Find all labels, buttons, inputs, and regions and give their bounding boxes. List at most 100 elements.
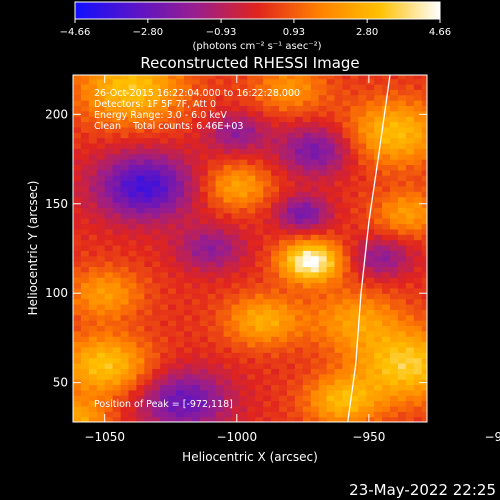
heatmap-cell — [382, 132, 391, 139]
heatmap-cell — [120, 191, 130, 198]
heatmap-cell — [88, 320, 98, 327]
heatmap-cell — [104, 148, 114, 155]
heatmap-cell — [350, 175, 359, 182]
heatmap-cell — [294, 266, 304, 273]
heatmap-cell — [183, 228, 193, 235]
heatmap-cell — [326, 180, 336, 187]
heatmap-cell — [342, 78, 351, 85]
heatmap-cell — [247, 357, 256, 364]
heatmap-cell — [390, 239, 399, 246]
heatmap-cell — [421, 271, 427, 278]
heatmap-cell — [279, 153, 288, 160]
heatmap-cell — [326, 250, 336, 257]
heatmap-cell — [73, 100, 82, 107]
heatmap-cell — [239, 239, 248, 246]
heatmap-cell — [302, 201, 312, 208]
heatmap-cell — [207, 416, 217, 422]
heatmap-cell — [421, 336, 427, 343]
heatmap-cell — [334, 330, 344, 337]
heatmap-cell — [136, 346, 145, 353]
heatmap-cell — [152, 207, 161, 214]
heatmap-cell — [279, 293, 288, 300]
heatmap-cell — [326, 330, 336, 337]
heatmap-cell — [215, 185, 225, 192]
heatmap-cell — [80, 255, 90, 262]
heatmap-cell — [191, 83, 201, 90]
heatmap-cell — [263, 320, 272, 327]
heatmap-cell — [405, 266, 415, 273]
heatmap-cell — [294, 83, 304, 90]
heatmap-cell — [191, 411, 201, 418]
heatmap-cell — [160, 142, 169, 149]
heatmap-cell — [302, 389, 312, 396]
heatmap-cell — [390, 191, 399, 198]
heatmap-cell — [96, 132, 106, 139]
heatmap-cell — [302, 346, 312, 353]
heatmap-cell — [413, 320, 423, 327]
heatmap-cell — [136, 416, 145, 422]
heatmap-cell — [73, 261, 82, 267]
heatmap-cell — [390, 405, 399, 412]
heatmap-cell — [199, 180, 209, 187]
heatmap-cell — [207, 169, 217, 176]
heatmap-cell — [207, 126, 217, 133]
heatmap-cell — [279, 277, 288, 284]
heatmap-cell — [152, 330, 161, 337]
heatmap-cell — [191, 105, 201, 112]
heatmap-cell — [271, 384, 280, 391]
heatmap-cell — [358, 330, 367, 337]
heatmap-cell — [405, 303, 415, 310]
heatmap-cell — [286, 282, 296, 289]
heatmap-cell — [183, 100, 193, 107]
heatmap-cell — [271, 116, 280, 123]
heatmap-cell — [112, 153, 122, 160]
heatmap-cell — [144, 384, 153, 391]
heatmap-cell — [88, 137, 98, 144]
heatmap-cell — [112, 250, 122, 257]
heatmap-cell — [73, 121, 82, 128]
heatmap-cell — [310, 148, 320, 155]
heatmap-cell — [382, 384, 391, 391]
heatmap-cell — [326, 83, 336, 90]
heatmap-cell — [255, 148, 264, 155]
heatmap-cell — [366, 298, 375, 305]
heatmap-cell — [88, 266, 98, 273]
heatmap-cell — [302, 212, 312, 219]
heatmap-cell — [191, 405, 201, 412]
heatmap-cell — [397, 148, 407, 155]
heatmap-cell — [136, 228, 145, 235]
heatmap-cell — [168, 164, 177, 171]
heatmap-cell — [397, 416, 407, 422]
heatmap-cell — [168, 105, 177, 112]
heatmap-cell — [223, 244, 233, 251]
heatmap-cell — [223, 261, 233, 267]
heatmap-cell — [334, 159, 344, 166]
heatmap-cell — [342, 126, 351, 133]
heatmap-cell — [207, 411, 217, 418]
heatmap-cell — [334, 266, 344, 273]
heatmap-cell — [168, 298, 177, 305]
heatmap-cell — [334, 389, 344, 396]
heatmap-cell — [413, 105, 423, 112]
heatmap-cell — [152, 244, 161, 251]
heatmap-cell — [263, 411, 272, 418]
heatmap-cell — [342, 185, 351, 192]
heatmap-cell — [207, 191, 217, 198]
heatmap-cell — [215, 137, 225, 144]
heatmap-cell — [271, 373, 280, 380]
heatmap-cell — [215, 309, 225, 316]
heatmap-cell — [271, 368, 280, 375]
heatmap-cell — [390, 126, 399, 133]
heatmap-cell — [88, 164, 98, 171]
heatmap-cell — [302, 196, 312, 203]
heatmap-cell — [96, 218, 106, 225]
heatmap-cell — [136, 309, 145, 316]
heatmap-cell — [176, 266, 185, 273]
heatmap-cell — [199, 320, 209, 327]
heatmap-cell — [223, 293, 233, 300]
heatmap-cell — [96, 341, 106, 348]
heatmap-cell — [215, 83, 225, 90]
heatmap-cell — [374, 341, 383, 348]
heatmap-cell — [96, 330, 106, 337]
heatmap-cell — [152, 153, 161, 160]
